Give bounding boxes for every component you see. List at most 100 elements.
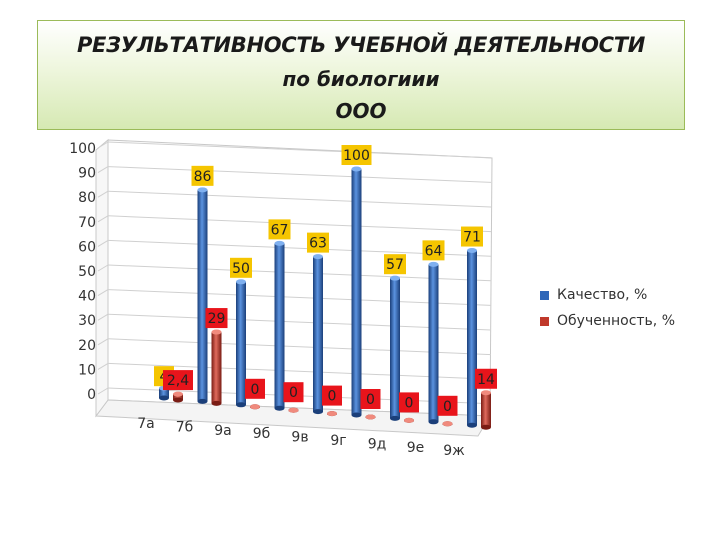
data-label: 14 xyxy=(477,372,495,388)
gridline-side xyxy=(97,338,109,346)
chart-legend: Качество, % Обученность, % xyxy=(540,282,675,334)
bar-top xyxy=(274,240,285,246)
x-tick-label: 9д xyxy=(368,436,387,452)
y-tick-label: 80 xyxy=(78,190,96,206)
data-label-box xyxy=(268,219,291,240)
bar-top xyxy=(365,414,376,420)
data-label: 63 xyxy=(309,236,327,252)
data-label-box xyxy=(437,395,458,416)
data-label-box xyxy=(322,385,342,406)
data-label-box xyxy=(422,240,445,261)
y-tick-label: 10 xyxy=(78,362,96,378)
chart-side-wall xyxy=(95,138,109,418)
bar-quality xyxy=(274,243,285,409)
data-label: 2,4 xyxy=(167,373,189,389)
data-label: 29 xyxy=(208,311,226,327)
y-tick-label: 30 xyxy=(78,313,96,329)
data-label-box xyxy=(205,308,228,329)
bar-quality xyxy=(197,189,208,402)
data-label: 0 xyxy=(443,399,452,415)
bar-top xyxy=(236,279,246,285)
bar-top xyxy=(250,404,260,410)
data-label-box xyxy=(283,382,304,403)
bar-base xyxy=(159,395,169,401)
gridline-side xyxy=(97,239,109,247)
y-tick-label: 70 xyxy=(78,215,96,231)
data-label-box xyxy=(191,165,214,186)
gridline-side xyxy=(97,387,109,395)
legend-swatch-learning xyxy=(540,316,549,326)
gridline-side xyxy=(97,362,109,370)
bar-base xyxy=(236,402,246,408)
data-label-box xyxy=(230,257,252,278)
gridline-side xyxy=(97,190,109,198)
bar-top xyxy=(288,407,299,413)
bar-top xyxy=(481,390,491,396)
x-tick-label: 9а xyxy=(214,423,232,439)
gridline xyxy=(107,166,492,183)
data-label: 0 xyxy=(289,385,298,401)
data-label: 71 xyxy=(463,230,481,246)
gridline xyxy=(107,215,492,233)
bar-base xyxy=(390,415,400,421)
data-label: 86 xyxy=(194,169,212,185)
bar-quality xyxy=(159,388,169,398)
gridline-side xyxy=(97,215,109,223)
bar-top xyxy=(327,411,337,417)
legend-swatch-quality xyxy=(540,290,549,300)
bar-quality xyxy=(390,278,400,419)
x-tick-label: 7б xyxy=(176,419,194,435)
bar-learning xyxy=(173,394,183,400)
bar-top xyxy=(390,275,400,281)
y-tick-label: 60 xyxy=(78,239,96,255)
gridline-side xyxy=(97,313,109,321)
gridline-side xyxy=(97,166,109,174)
data-label: 64 xyxy=(425,243,443,259)
y-tick-label: 40 xyxy=(78,289,96,305)
x-tick-label: 9е xyxy=(407,440,425,456)
gridline xyxy=(107,289,492,306)
bar-base xyxy=(274,405,285,411)
y-tick-label: 0 xyxy=(87,387,96,403)
bar-base xyxy=(467,422,477,428)
bar-top xyxy=(351,166,362,172)
bar-base xyxy=(211,400,222,406)
data-label: 67 xyxy=(271,222,289,238)
bar-top xyxy=(197,187,208,193)
bar-base xyxy=(173,397,183,403)
data-label-box xyxy=(163,370,193,391)
gridline xyxy=(107,338,492,356)
gridline-side xyxy=(97,264,109,272)
chart-level: ООО xyxy=(335,99,387,123)
bar-base xyxy=(197,398,208,404)
x-tick-label: 9ж xyxy=(443,443,465,459)
bar-top xyxy=(404,417,414,423)
legend-label-quality: Качество, % xyxy=(557,287,648,303)
data-label-box xyxy=(461,226,483,247)
gridline xyxy=(107,313,492,331)
gridline xyxy=(107,264,492,282)
data-label: 100 xyxy=(343,148,370,164)
data-label-box xyxy=(475,368,497,389)
gridline xyxy=(107,141,492,159)
bar-quality xyxy=(428,264,439,422)
data-label: 57 xyxy=(386,257,404,273)
data-label-box xyxy=(399,392,419,413)
data-label-box xyxy=(245,378,265,399)
chart-subtitle: по биологиии xyxy=(282,67,440,91)
gridline-side xyxy=(97,141,109,149)
y-tick-label: 50 xyxy=(78,264,96,280)
x-tick-label: 9г xyxy=(330,433,346,449)
bar-learning xyxy=(211,332,222,404)
bar-base xyxy=(351,412,362,418)
data-label: 0 xyxy=(366,392,375,408)
data-label-box xyxy=(360,389,381,409)
data-label: 0 xyxy=(405,395,414,411)
data-label: 0 xyxy=(328,389,337,405)
legend-item-quality: Качество, % xyxy=(540,282,675,308)
bar-quality xyxy=(313,256,323,412)
data-label-box xyxy=(341,145,372,165)
x-tick-label: 7а xyxy=(137,416,155,432)
bar-top xyxy=(428,261,439,267)
